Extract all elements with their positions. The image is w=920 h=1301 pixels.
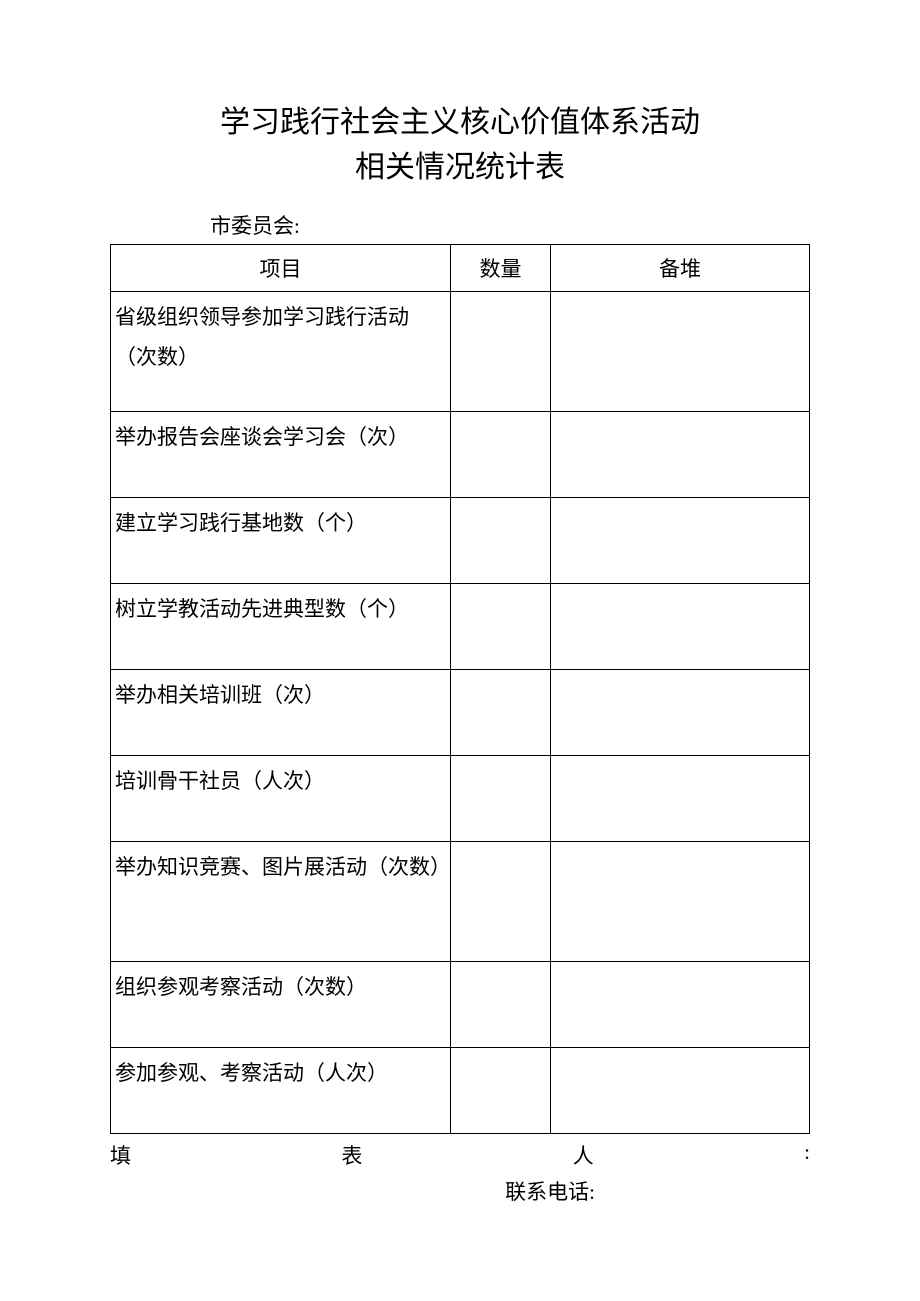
item-cell: 建立学习践行基地数（个） [111, 498, 451, 584]
table-row: 组织参观考察活动（次数） [111, 962, 810, 1048]
table-row: 培训骨干社员（人次） [111, 756, 810, 842]
table-header-row: 项目 数量 备堆 [111, 245, 810, 292]
quantity-cell [451, 498, 551, 584]
table-row: 树立学教活动先进典型数（个） [111, 584, 810, 670]
table-row: 举办报告会座谈会学习会（次） [111, 412, 810, 498]
table-row: 参加参观、考察活动（人次） [111, 1048, 810, 1134]
item-cell: 培训骨干社员（人次） [111, 756, 451, 842]
note-cell [551, 584, 810, 670]
table-row: 举办相关培训班（次） [111, 670, 810, 756]
note-cell [551, 412, 810, 498]
quantity-cell [451, 842, 551, 962]
table-row: 举办知识竞赛、图片展活动（次数） [111, 842, 810, 962]
item-cell: 树立学教活动先进典型数（个） [111, 584, 451, 670]
quantity-cell [451, 670, 551, 756]
header-quantity: 数量 [451, 245, 551, 292]
item-cell: 举办相关培训班（次） [111, 670, 451, 756]
quantity-cell [451, 584, 551, 670]
quantity-cell [451, 1048, 551, 1134]
item-cell: 参加参观、考察活动（人次） [111, 1048, 451, 1134]
item-cell: 举办知识竞赛、图片展活动（次数） [111, 842, 451, 962]
note-cell [551, 292, 810, 412]
quantity-cell [451, 962, 551, 1048]
committee-label: 市委员会: [110, 210, 810, 240]
title-line-2: 相关情况统计表 [110, 145, 810, 190]
note-cell [551, 756, 810, 842]
title-line-1: 学习践行社会主义核心价值体系活动 [110, 100, 810, 145]
quantity-cell [451, 292, 551, 412]
header-item: 项目 [111, 245, 451, 292]
note-cell [551, 670, 810, 756]
contact-label: 联系电话: [110, 1176, 810, 1206]
document-title: 学习践行社会主义核心价值体系活动 相关情况统计表 [110, 100, 810, 190]
filler-row: 填 表 人 : [110, 1140, 810, 1170]
filler-colon: : [804, 1140, 810, 1170]
item-cell: 组织参观考察活动（次数） [111, 962, 451, 1048]
note-cell [551, 962, 810, 1048]
header-note: 备堆 [551, 245, 810, 292]
statistics-table: 项目 数量 备堆 省级组织领导参加学习践行活动（次数）举办报告会座谈会学习会（次… [110, 244, 810, 1134]
table-body: 省级组织领导参加学习践行活动（次数）举办报告会座谈会学习会（次）建立学习践行基地… [111, 292, 810, 1134]
note-cell [551, 498, 810, 584]
note-cell [551, 842, 810, 962]
note-cell [551, 1048, 810, 1134]
table-row: 省级组织领导参加学习践行活动（次数） [111, 292, 810, 412]
item-cell: 省级组织领导参加学习践行活动（次数） [111, 292, 451, 412]
filler-char-1: 填 [110, 1140, 131, 1170]
table-row: 建立学习践行基地数（个） [111, 498, 810, 584]
quantity-cell [451, 412, 551, 498]
item-cell: 举办报告会座谈会学习会（次） [111, 412, 451, 498]
quantity-cell [451, 756, 551, 842]
filler-char-2: 表 [341, 1140, 362, 1170]
filler-char-3: 人 [573, 1140, 594, 1170]
